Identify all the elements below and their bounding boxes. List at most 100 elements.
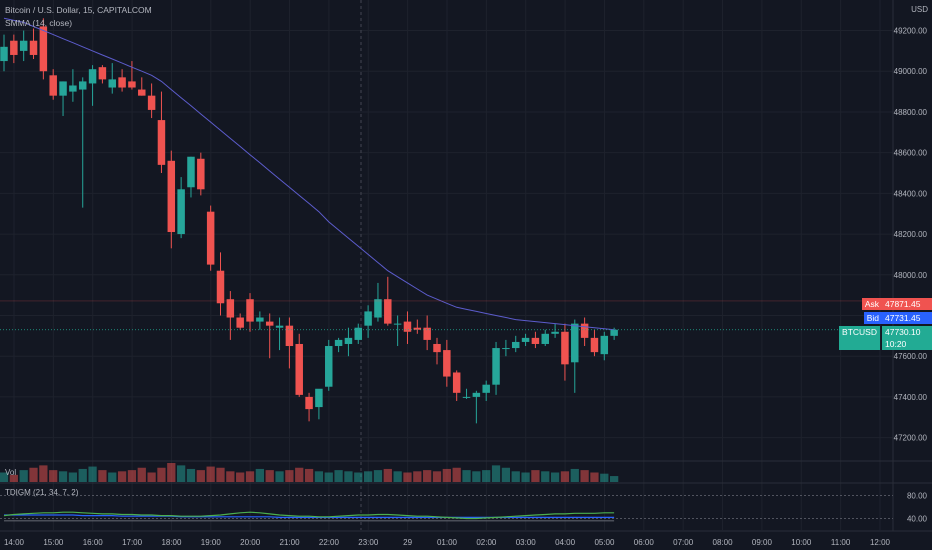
time-axis[interactable]: 14:00 15:00 16:00 17:00 18:00 19:00 20:00 21:00…: [4, 538, 891, 547]
volume-bar: [49, 470, 58, 482]
volume-bar: [0, 472, 9, 482]
time-tick-label: 06:00: [634, 538, 655, 547]
candle-body: [285, 325, 294, 347]
candle-body: [452, 372, 461, 393]
candle-body: [364, 311, 372, 326]
oscillator-pane: [0, 495, 893, 522]
volume-bar: [226, 471, 235, 482]
candle-body: [177, 189, 185, 235]
price-tick-label: 48000.00: [894, 271, 928, 280]
time-tick-label: 07:00: [673, 538, 694, 547]
ask-label: Ask: [861, 298, 882, 310]
price-tick-label: 49000.00: [894, 67, 928, 76]
volume-bar: [39, 465, 48, 482]
volume-bar: [334, 470, 343, 482]
candle-body: [580, 323, 589, 338]
candle-body: [354, 327, 363, 340]
candle-body: [226, 299, 235, 318]
candle-body: [275, 325, 284, 328]
volume-bar: [383, 468, 392, 482]
volume-bar: [245, 471, 255, 482]
candle-body: [521, 337, 530, 342]
candle-body: [413, 327, 422, 330]
candle-body: [187, 156, 195, 188]
candle-body: [39, 26, 48, 72]
candle-body: [128, 81, 136, 88]
time-tick-label: 12:00: [870, 538, 891, 547]
volume-bar: [157, 467, 166, 482]
candle-body: [197, 158, 205, 190]
candles: [0, 18, 618, 424]
volume-bar: [304, 468, 314, 482]
time-tick-label: 09:00: [752, 538, 773, 547]
candle-body: [531, 337, 540, 344]
candle-body: [305, 396, 313, 410]
candle-body: [374, 299, 382, 318]
volume-bar: [58, 471, 68, 482]
smma-legend[interactable]: SMMA (14, close): [5, 18, 73, 28]
volume-bar: [275, 471, 284, 482]
time-tick-label: 02:00: [476, 538, 497, 547]
volume-bar: [127, 470, 137, 482]
volume-legend[interactable]: Vol: [5, 468, 17, 477]
osc-green-line: [3, 511, 615, 520]
candle-body: [344, 337, 353, 344]
bid-value: 47731.45: [882, 312, 932, 324]
volume-bar: [442, 468, 451, 482]
candle-body: [98, 67, 107, 80]
volume-bar: [432, 471, 442, 482]
time-tick-label: 23:00: [358, 538, 379, 547]
volume-bar: [117, 471, 127, 482]
bid-tag: Bid 47731.45: [863, 312, 932, 324]
volume-bars: [0, 463, 619, 482]
volume-bar: [511, 471, 520, 482]
candle-body: [10, 40, 18, 55]
volume-bar: [373, 470, 383, 482]
volume-bar: [137, 467, 146, 482]
candle-body: [138, 89, 146, 96]
symbol-label: BTCUSD: [839, 326, 880, 350]
oscillator-legend[interactable]: TDIGM (21, 34, 7, 2): [5, 488, 79, 497]
candle-body: [443, 350, 451, 377]
price-tick-label: 48800.00: [894, 108, 928, 117]
candle-body: [541, 333, 549, 344]
last-price-box: 47730.10 10:20: [882, 326, 932, 350]
volume-bar: [423, 470, 432, 482]
chart-title[interactable]: Bitcoin / U.S. Dollar, 15, CAPITALCOM: [5, 5, 152, 15]
candle-body: [315, 388, 323, 408]
grid: [0, 0, 932, 532]
currency-label[interactable]: USD: [911, 5, 928, 14]
candle-body: [69, 85, 77, 92]
time-tick-label: 22:00: [319, 538, 340, 547]
volume-bar: [393, 471, 402, 482]
price-tick-label: 47600.00: [894, 352, 928, 361]
time-tick-label: 21:00: [280, 538, 301, 547]
time-tick-label: 01:00: [437, 538, 458, 547]
smma-path: [3, 17, 615, 331]
volume-bar: [610, 476, 619, 482]
volume-bar: [177, 465, 186, 482]
volume-bar: [600, 473, 609, 482]
volume-bar: [560, 471, 570, 482]
volume-bar: [88, 466, 97, 482]
candle-body: [29, 40, 38, 55]
volume-bar: [413, 471, 422, 482]
candle-body: [403, 321, 412, 332]
volume-bar: [570, 468, 579, 482]
volume-bar: [491, 465, 501, 482]
volume-bar: [580, 470, 589, 482]
candle-body: [108, 79, 116, 88]
candle-body: [265, 321, 274, 326]
candle-body: [206, 211, 215, 265]
volume-bar: [482, 470, 491, 482]
time-tick-label: 11:00: [831, 538, 851, 547]
volume-bar: [19, 470, 28, 482]
candle-body: [511, 341, 520, 349]
smma-line: [3, 17, 615, 331]
volume-bar: [196, 470, 205, 482]
candle-body: [256, 317, 264, 322]
candle-body: [551, 331, 559, 334]
volume-bar: [314, 471, 324, 482]
candle-body: [216, 270, 225, 304]
